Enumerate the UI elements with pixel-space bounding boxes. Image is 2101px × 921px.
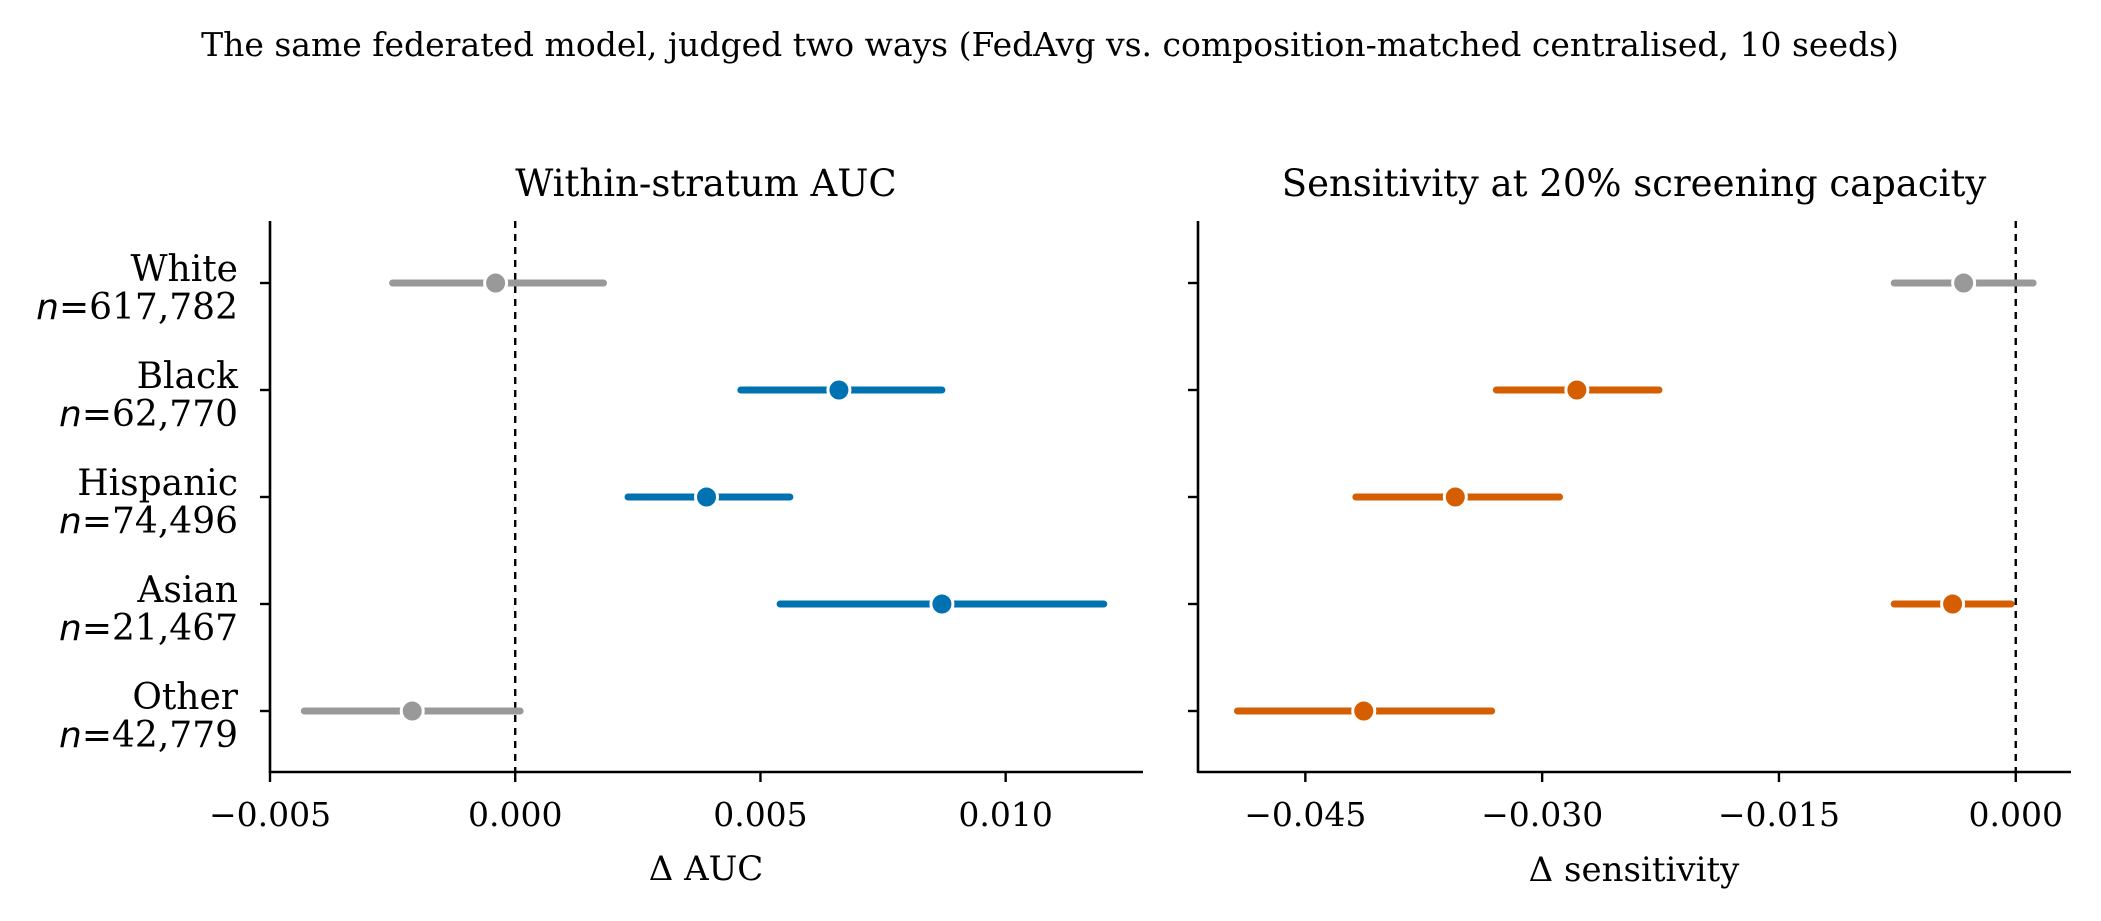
ytick-label-black: Black — [137, 356, 240, 397]
ytick-n-label-asian: n=21,467 — [59, 608, 238, 649]
panel-sensitivity-xtick-label: −0.045 — [1244, 795, 1366, 834]
point-auc-black — [826, 377, 852, 403]
point-sensitivity-other — [1351, 698, 1377, 724]
point-sensitivity-black — [1564, 377, 1590, 403]
panel-sensitivity-title: Sensitivity at 20% screening capacity — [1282, 162, 1987, 205]
ytick-n-label-other: n=42,779 — [59, 715, 238, 756]
ytick-label-other: Other — [132, 677, 238, 718]
panel-sensitivity: Sensitivity at 20% screening capacity Δ … — [1188, 162, 2071, 890]
panel-sensitivity-xtick-label: −0.030 — [1481, 795, 1603, 834]
ytick-n-label-hispanic: n=74,496 — [59, 501, 238, 542]
panel-auc-xlabel: Δ AUC — [649, 849, 764, 889]
point-sensitivity-white — [1951, 270, 1977, 296]
point-sensitivity-hispanic — [1442, 484, 1468, 510]
figure-suptitle: The same federated model, judged two way… — [201, 25, 1899, 64]
panel-auc-xtick-label: 0.010 — [958, 795, 1052, 834]
panel-sensitivity-xtick-label: 0.000 — [1969, 795, 2063, 834]
panel-auc-xtick-label: 0.005 — [713, 795, 807, 834]
panel-auc-title: Within-stratum AUC — [515, 162, 896, 205]
panel-sensitivity-xtick-label: −0.015 — [1718, 795, 1840, 834]
panel-sensitivity-xlabel: Δ sensitivity — [1529, 850, 1740, 890]
panel-auc-xtick-label: −0.005 — [209, 795, 331, 834]
ytick-label-asian: Asian — [136, 570, 238, 611]
ytick-label-white: White — [131, 249, 238, 290]
point-auc-asian — [929, 591, 955, 617]
point-auc-hispanic — [694, 484, 719, 510]
point-sensitivity-asian — [1940, 591, 1966, 617]
point-auc-other — [399, 698, 425, 724]
point-auc-white — [483, 270, 509, 296]
panel-auc-xtick-label: 0.000 — [468, 795, 562, 834]
ytick-n-label-white: n=617,782 — [36, 287, 238, 328]
ytick-label-hispanic: Hispanic — [77, 463, 238, 504]
ytick-n-label-black: n=62,770 — [59, 394, 238, 435]
